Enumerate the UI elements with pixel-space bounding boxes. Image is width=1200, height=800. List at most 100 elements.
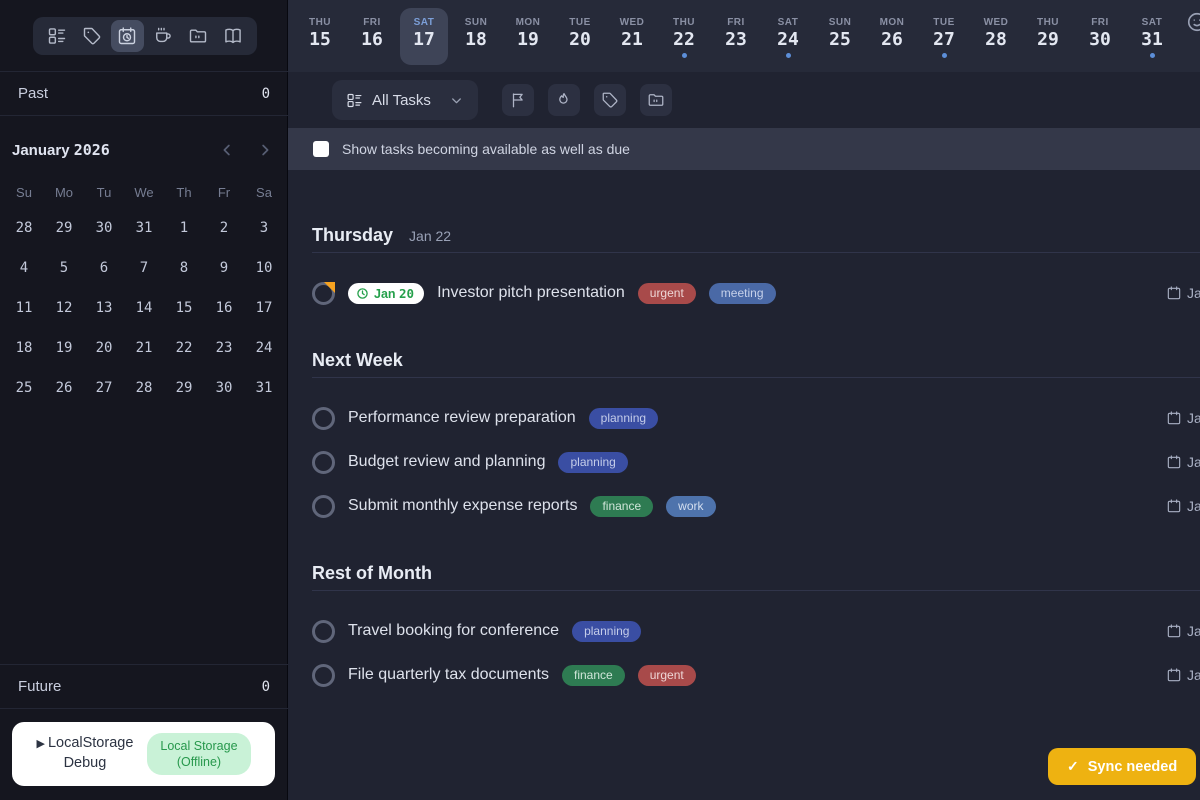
show-available-banner: Show tasks becoming available as well as… [288,128,1200,170]
calendar-day[interactable]: 29 [175,380,193,396]
due-date: Ja [1166,498,1200,514]
show-available-checkbox[interactable] [313,141,329,157]
calendar-day[interactable]: 24 [255,340,273,356]
board-icon-button[interactable] [40,20,73,52]
calendar-day[interactable]: 20 [95,340,113,356]
datestrip-day[interactable]: MON 26 [879,17,905,50]
flame-filter-button[interactable] [548,84,580,116]
task-filter-dropdown[interactable]: All Tasks [332,80,478,120]
sync-needed-button[interactable]: ✓ Sync needed [1048,748,1197,785]
future-section-row[interactable]: Future 0 [0,664,288,709]
task-checkbox[interactable] [312,619,335,643]
calendar-day[interactable]: 13 [95,300,113,316]
calendar-day[interactable]: 8 [179,260,189,276]
calendar-day[interactable]: 5 [59,260,69,276]
calendar-day[interactable]: 19 [55,340,73,356]
folder-icon-button[interactable] [182,20,215,52]
calendar-day[interactable]: 7 [139,260,149,276]
datestrip-day[interactable]: FRI 30 [1089,17,1111,50]
label-badge[interactable]: planning [558,451,628,473]
calendar-day[interactable]: 31 [255,380,273,396]
calendar-day[interactable]: 26 [55,380,73,396]
task-row[interactable]: Submit monthly expense reports finance w… [312,488,1200,524]
book-icon-button[interactable] [217,20,250,52]
calendar-day[interactable]: 14 [135,300,153,316]
datestrip-day[interactable]: WED 28 [983,17,1009,50]
calendar-day[interactable]: 28 [135,380,153,396]
label-badge[interactable]: urgent [637,664,696,686]
datestrip-day[interactable]: SUN 18 [464,17,488,50]
task-checkbox[interactable] [312,450,335,474]
datestrip-day[interactable]: SUN 25 [828,17,852,50]
calendar-next-button[interactable] [254,139,276,161]
calendar-day[interactable]: 3 [259,220,269,236]
calendar-day[interactable]: 6 [99,260,109,276]
weekday-header: Fr [217,184,231,200]
folder-filter-button[interactable] [640,84,672,116]
calendar-day[interactable]: 15 [175,300,193,316]
calendar-day[interactable]: 9 [219,260,229,276]
task-row[interactable]: Performance review preparation planning … [312,400,1200,436]
label-badge[interactable]: finance [590,495,654,517]
calendar-day[interactable]: 22 [175,340,193,356]
tag-filter-button[interactable] [594,84,626,116]
calendar-day[interactable]: 4 [19,260,29,276]
calendar-prev-button[interactable] [216,139,238,161]
datestrip-day[interactable]: SAT 31 [1128,8,1176,65]
calendar-icon [1166,454,1182,470]
label-badge[interactable]: urgent [637,282,696,304]
task-row[interactable]: Travel booking for conference planning J… [312,613,1200,649]
label-badge[interactable]: planning [588,407,659,429]
calendar-day[interactable]: 12 [55,300,73,316]
label-badge[interactable]: finance [561,664,625,686]
datestrip-day[interactable]: TUE 20 [569,17,591,50]
coffee-icon-button[interactable] [146,20,179,52]
task-checkbox[interactable] [312,406,335,430]
label-badge[interactable]: meeting [708,282,776,304]
flag-filter-button[interactable] [502,84,534,116]
calendar-day[interactable]: 10 [255,260,273,276]
task-checkbox[interactable] [312,494,335,518]
task-checkbox[interactable] [312,663,335,687]
tag-icon-button[interactable] [75,20,108,52]
datestrip-day[interactable]: THU 22 [660,8,708,65]
calendar-day[interactable]: 30 [215,380,233,396]
calendar-day[interactable]: 27 [95,380,113,396]
task-checkbox[interactable] [312,281,335,305]
calendar-day[interactable]: 23 [215,340,233,356]
past-section-row[interactable]: Past 0 [0,71,288,116]
calendar-day[interactable]: 17 [255,300,273,316]
calendar-clock-icon-button[interactable] [110,20,144,52]
calendar-day[interactable]: 28 [15,220,33,236]
label-badge[interactable]: planning [572,620,642,642]
datestrip-day[interactable]: TUE 27 [920,8,968,65]
calendar-day[interactable]: 1 [179,220,189,236]
datestrip-day[interactable]: FRI 23 [725,17,747,50]
task-row[interactable]: Jan 20 Investor pitch presentation urgen… [312,275,1200,311]
start-date-pill[interactable]: Jan 20 [348,282,425,304]
calendar-day[interactable]: 21 [135,340,153,356]
task-row[interactable]: Budget review and planning planning Ja [312,444,1200,480]
calendar-day[interactable]: 31 [135,220,153,236]
filter-toolbar: All Tasks [288,72,1200,128]
smiley-icon[interactable] [1186,11,1200,33]
calendar-day[interactable]: 29 [55,220,73,236]
datestrip-day-selected[interactable]: SAT 17 [400,8,448,65]
check-icon: ✓ [1067,758,1079,774]
datestrip-day[interactable]: FRI 16 [361,17,383,50]
calendar-day[interactable]: 18 [15,340,33,356]
datestrip-day[interactable]: THU 29 [1036,17,1060,50]
datestrip-day[interactable]: WED 21 [619,17,645,50]
task-row[interactable]: File quarterly tax documents finance urg… [312,657,1200,693]
calendar-day[interactable]: 30 [95,220,113,236]
datestrip-day[interactable]: SAT 24 [764,8,812,65]
calendar-day[interactable]: 2 [219,220,229,236]
folder-icon [647,91,665,109]
localstorage-debug-card[interactable]: ▶ LocalStorage Debug Local Storage (Offli… [12,722,275,786]
datestrip-day[interactable]: THU 15 [308,17,332,50]
calendar-day[interactable]: 25 [15,380,33,396]
calendar-day[interactable]: 16 [215,300,233,316]
datestrip-day[interactable]: MON 19 [515,17,541,50]
label-badge[interactable]: work [666,495,716,517]
calendar-day[interactable]: 11 [15,300,33,316]
